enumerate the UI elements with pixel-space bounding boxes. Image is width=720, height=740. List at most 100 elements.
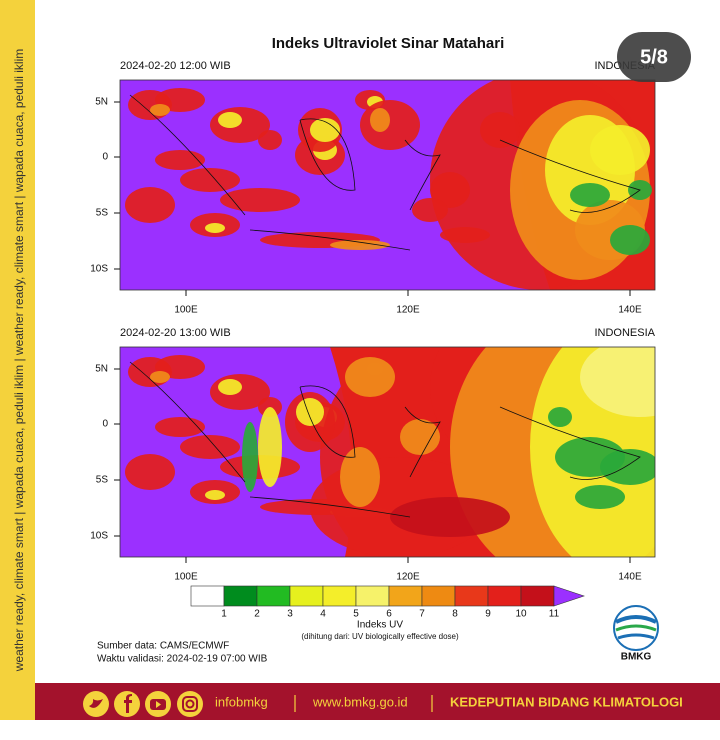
uv-patch [242, 422, 258, 492]
colorbar-label: 3 [287, 609, 293, 620]
map [120, 80, 655, 290]
coastline [129, 361, 246, 483]
colorbar-box [256, 585, 291, 607]
colorbar-box [388, 585, 423, 607]
uv-patch [330, 240, 390, 250]
footer-dept: KEDEPUTIAN BIDANG KLIMATOLOGI [450, 694, 683, 709]
coastline [404, 139, 441, 211]
lat-label: 5S [96, 475, 109, 486]
uv-patch [600, 449, 655, 485]
uv-patch [310, 118, 340, 142]
colorbar-box [487, 585, 522, 607]
lat-label: 0 [102, 152, 108, 163]
instagram-icon[interactable] [177, 691, 203, 717]
colorbar-label: 8 [452, 609, 458, 620]
colorbar: 1 2 3 4 5 6 7 8 9 10 11 [190, 585, 585, 620]
uv-patch [205, 223, 225, 233]
source: Sumber data: CAMS/ECMWF [97, 641, 229, 652]
map-frame [119, 79, 656, 291]
lon-label: 100E [174, 572, 198, 583]
uv-patch [155, 88, 205, 112]
legend-title: Indeks UV [357, 620, 403, 631]
lat-label: 10S [90, 531, 108, 542]
lat-label: 0 [102, 419, 108, 430]
uv-patch [412, 198, 448, 222]
colorbar-label: 5 [353, 609, 359, 620]
uv-patch [180, 435, 240, 459]
lat-label: 5N [95, 364, 108, 375]
colorbar-box [355, 585, 390, 607]
uv-patch [296, 398, 324, 426]
uv-patch [125, 454, 175, 490]
uv-patch [258, 407, 282, 487]
uv-patch [150, 104, 170, 116]
footer-url[interactable]: www.bmkg.go.id [312, 694, 408, 709]
uv-patch [155, 417, 205, 437]
validity: Waktu validasi: 2024-02-19 07:00 WIB [97, 654, 268, 665]
uv-patch [150, 371, 170, 383]
colorbar-label: 2 [254, 609, 260, 620]
coastline [499, 139, 641, 213]
lon-label: 140E [618, 572, 642, 583]
uv-patch [430, 172, 470, 208]
uv-patch [258, 130, 282, 150]
colorbar-arrow [553, 585, 585, 607]
panel-datetime: 2024-02-20 13:00 WIB [120, 327, 231, 339]
slide-counter-bg [617, 32, 691, 82]
uv-patch [610, 225, 650, 255]
panel-region: INDONESIA [594, 327, 655, 339]
map-frame [119, 346, 656, 558]
coastline [249, 496, 411, 518]
slide-counter: 5/8 [640, 46, 668, 68]
colorbar-label: 6 [386, 609, 392, 620]
lon-label: 120E [396, 572, 420, 583]
footer-handle: infobmkg [215, 694, 268, 709]
colorbar-box [421, 585, 456, 607]
map [120, 347, 655, 557]
colorbar-box [223, 585, 258, 607]
uv-patch [125, 187, 175, 223]
logo: BMKG [613, 605, 659, 663]
colorbar-label: 9 [485, 609, 491, 620]
uv-patch [180, 168, 240, 192]
uv-patch [390, 497, 510, 537]
coastline [129, 94, 246, 216]
uv-patch [345, 357, 395, 397]
uv-patch [548, 407, 572, 427]
lat-label: 5S [96, 208, 109, 219]
legend-note: (dihitung dari: UV biologically effectiv… [301, 632, 459, 641]
title: Indeks Ultraviolet Sinar Matahari [272, 35, 505, 52]
social-icons [83, 691, 203, 717]
coastline [404, 406, 441, 478]
uv-patch [590, 125, 650, 175]
uv-patch [400, 419, 440, 455]
panels: 2024-02-20 12:00 WIB INDONESIA 5N 0 5S 10S 100… [90, 60, 656, 583]
uv-patch [220, 188, 300, 212]
colorbar-box [520, 585, 555, 607]
colorbar-box [289, 585, 324, 607]
colorbar-label: 11 [549, 609, 560, 620]
uv-patch [370, 108, 390, 132]
uv-patch [580, 347, 655, 417]
colorbar-label: 1 [221, 609, 227, 620]
coastline [499, 406, 641, 480]
uv-patch [218, 379, 242, 395]
uv-patch [575, 485, 625, 509]
coastline [249, 229, 411, 251]
colorbar-box [322, 585, 357, 607]
colorbar-box [190, 585, 225, 607]
colorbar-label: 10 [515, 609, 527, 620]
coastline [299, 385, 356, 458]
uv-patch [155, 355, 205, 379]
lon-label: 140E [618, 305, 642, 316]
side-text: weather ready, climate smart | wapada cu… [12, 49, 26, 673]
uv-patch [155, 150, 205, 170]
logo-text: BMKG [621, 652, 652, 663]
uv-patch [480, 112, 520, 148]
side-strip [0, 0, 60, 720]
coastline [299, 118, 356, 191]
lon-label: 100E [174, 305, 198, 316]
lon-label: 120E [396, 305, 420, 316]
colorbar-label: 4 [320, 609, 326, 620]
